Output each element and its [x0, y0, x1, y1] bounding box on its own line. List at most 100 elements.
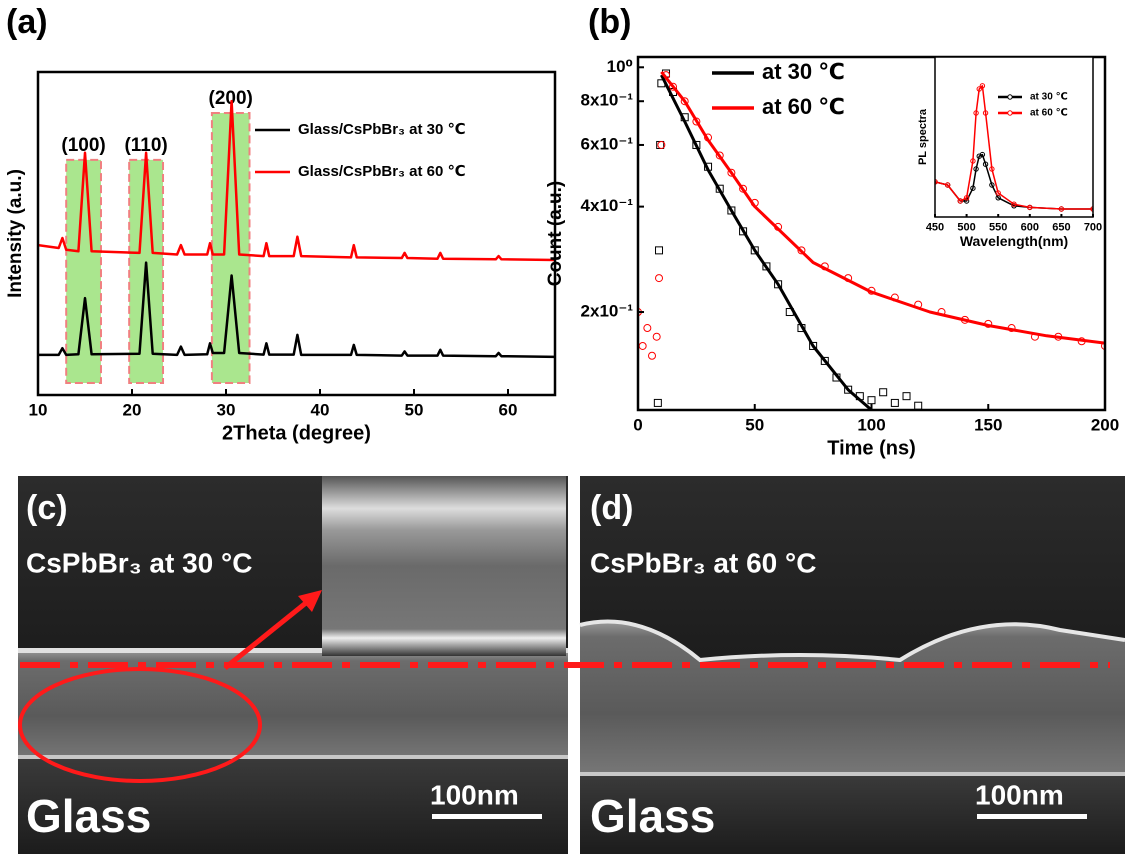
y-axis-label: Intensity (a.u.)	[5, 169, 26, 298]
data-point	[867, 396, 876, 405]
data-point	[979, 151, 986, 158]
plot-frame	[934, 56, 1094, 218]
y-axis-label: Count (a.u.)	[545, 181, 566, 287]
x-tick-label: 200	[1091, 416, 1119, 435]
x-tick-label: 50	[745, 416, 764, 435]
data-point	[963, 195, 970, 201]
data-point	[809, 341, 818, 350]
x-tick-label: 550	[989, 221, 1007, 233]
data-point	[989, 182, 995, 188]
x-tick-label: 20	[123, 401, 142, 420]
data-point	[902, 392, 911, 401]
data-point	[1090, 206, 1093, 212]
x-tick-label: 700	[1084, 221, 1102, 233]
series-line	[38, 261, 555, 359]
data-point	[1011, 201, 1017, 207]
y-tick-label: 2x10⁻¹	[581, 302, 634, 321]
sem-caption: CsPbBr₃ at 60 °C	[590, 547, 816, 578]
data-point	[727, 206, 736, 215]
scale-bar	[977, 814, 1087, 819]
data-point	[944, 182, 951, 188]
legend-marker	[1007, 110, 1013, 116]
data-point	[669, 82, 678, 91]
data-point	[989, 166, 995, 172]
peak-highlight	[65, 158, 102, 384]
data-point	[973, 166, 979, 172]
x-tick-label: 0	[633, 416, 642, 435]
panel-label: (b)	[588, 3, 631, 41]
scale-bar-label: 100nm	[430, 779, 519, 810]
legend-label: Glass/CsPbBr₃ at 60 ℃	[298, 163, 466, 180]
legend-label: Glass/CsPbBr₃ at 30 ℃	[298, 121, 466, 138]
data-point	[982, 161, 989, 167]
sem-interface	[18, 755, 568, 759]
sem-zoom	[322, 476, 566, 656]
chart: (100) (110) (200) 10 20 30 40 50 60 2Theta (degre…	[5, 70, 557, 444]
x-tick-label: 50	[405, 401, 424, 420]
peak-highlight	[210, 112, 251, 385]
scale-bar	[432, 814, 542, 819]
panel-label: (c)	[26, 489, 68, 527]
y-tick-label: 10⁰	[607, 57, 633, 76]
x-tick-label: 650	[1052, 221, 1070, 233]
sem-interface	[579, 619, 1125, 663]
peak-label: (110)	[124, 135, 167, 156]
data-point	[973, 110, 979, 116]
data-point	[680, 97, 689, 106]
data-point	[890, 398, 899, 407]
data-point	[957, 198, 963, 204]
sem-film	[18, 650, 568, 760]
sem-image-c: (c) CsPbBr₃ at 30 °C Glass 100nm	[18, 476, 568, 854]
x-tick-label: 30	[217, 401, 236, 420]
data-point	[1027, 204, 1033, 211]
data-point	[982, 110, 989, 116]
x-tick-label: 10	[29, 401, 48, 420]
data-point	[797, 246, 806, 255]
scale-bar-label: 100nm	[975, 779, 1064, 810]
legend-marker	[1007, 94, 1013, 100]
data-point	[657, 140, 666, 149]
data-point	[914, 401, 923, 410]
sem-substrate: Glass	[590, 790, 715, 842]
data-point	[976, 86, 982, 92]
series-line	[660, 74, 873, 410]
sem-caption: CsPbBr₃ at 30 °C	[26, 547, 252, 578]
x-tick-label: 450	[926, 221, 944, 233]
x-tick-label: 40	[311, 401, 330, 420]
data-point	[820, 356, 829, 365]
x-tick-label: 150	[974, 416, 1002, 435]
data-point	[774, 280, 783, 289]
data-point	[879, 388, 888, 397]
data-point	[643, 324, 652, 333]
legend-label: at 60 ℃	[762, 94, 845, 119]
x-tick-label: 600	[1021, 221, 1039, 233]
sem-substrate: Glass	[26, 790, 151, 842]
peak-label: (100)	[61, 135, 105, 156]
inset-background	[935, 57, 1093, 217]
data-point	[652, 332, 661, 341]
data-point	[844, 385, 853, 394]
series-line	[660, 70, 1105, 345]
y-axis-label: PL spectra	[917, 108, 929, 165]
x-tick-label: 500	[957, 221, 975, 233]
data-point	[727, 168, 736, 177]
x-tick-label: 100	[857, 416, 885, 435]
data-point	[1101, 341, 1105, 350]
data-point	[935, 179, 938, 185]
sem-glass	[18, 759, 568, 854]
data-point	[970, 158, 976, 164]
panel-label: (a)	[6, 3, 48, 41]
x-axis-label: 2Theta (degree)	[222, 422, 371, 444]
data-point	[750, 246, 759, 255]
plot-frame	[36, 70, 557, 397]
legend-label: at 60 ℃	[1030, 108, 1068, 119]
highlight-ellipse	[18, 667, 262, 783]
data-point	[638, 341, 647, 350]
sem-interface	[18, 648, 568, 653]
arrow-head	[298, 590, 322, 612]
data-point	[995, 190, 1001, 196]
legend-label: at 30 ℃	[762, 59, 845, 84]
peak-label: (200)	[209, 88, 253, 109]
y-tick-label: 4x10⁻¹	[581, 196, 634, 215]
